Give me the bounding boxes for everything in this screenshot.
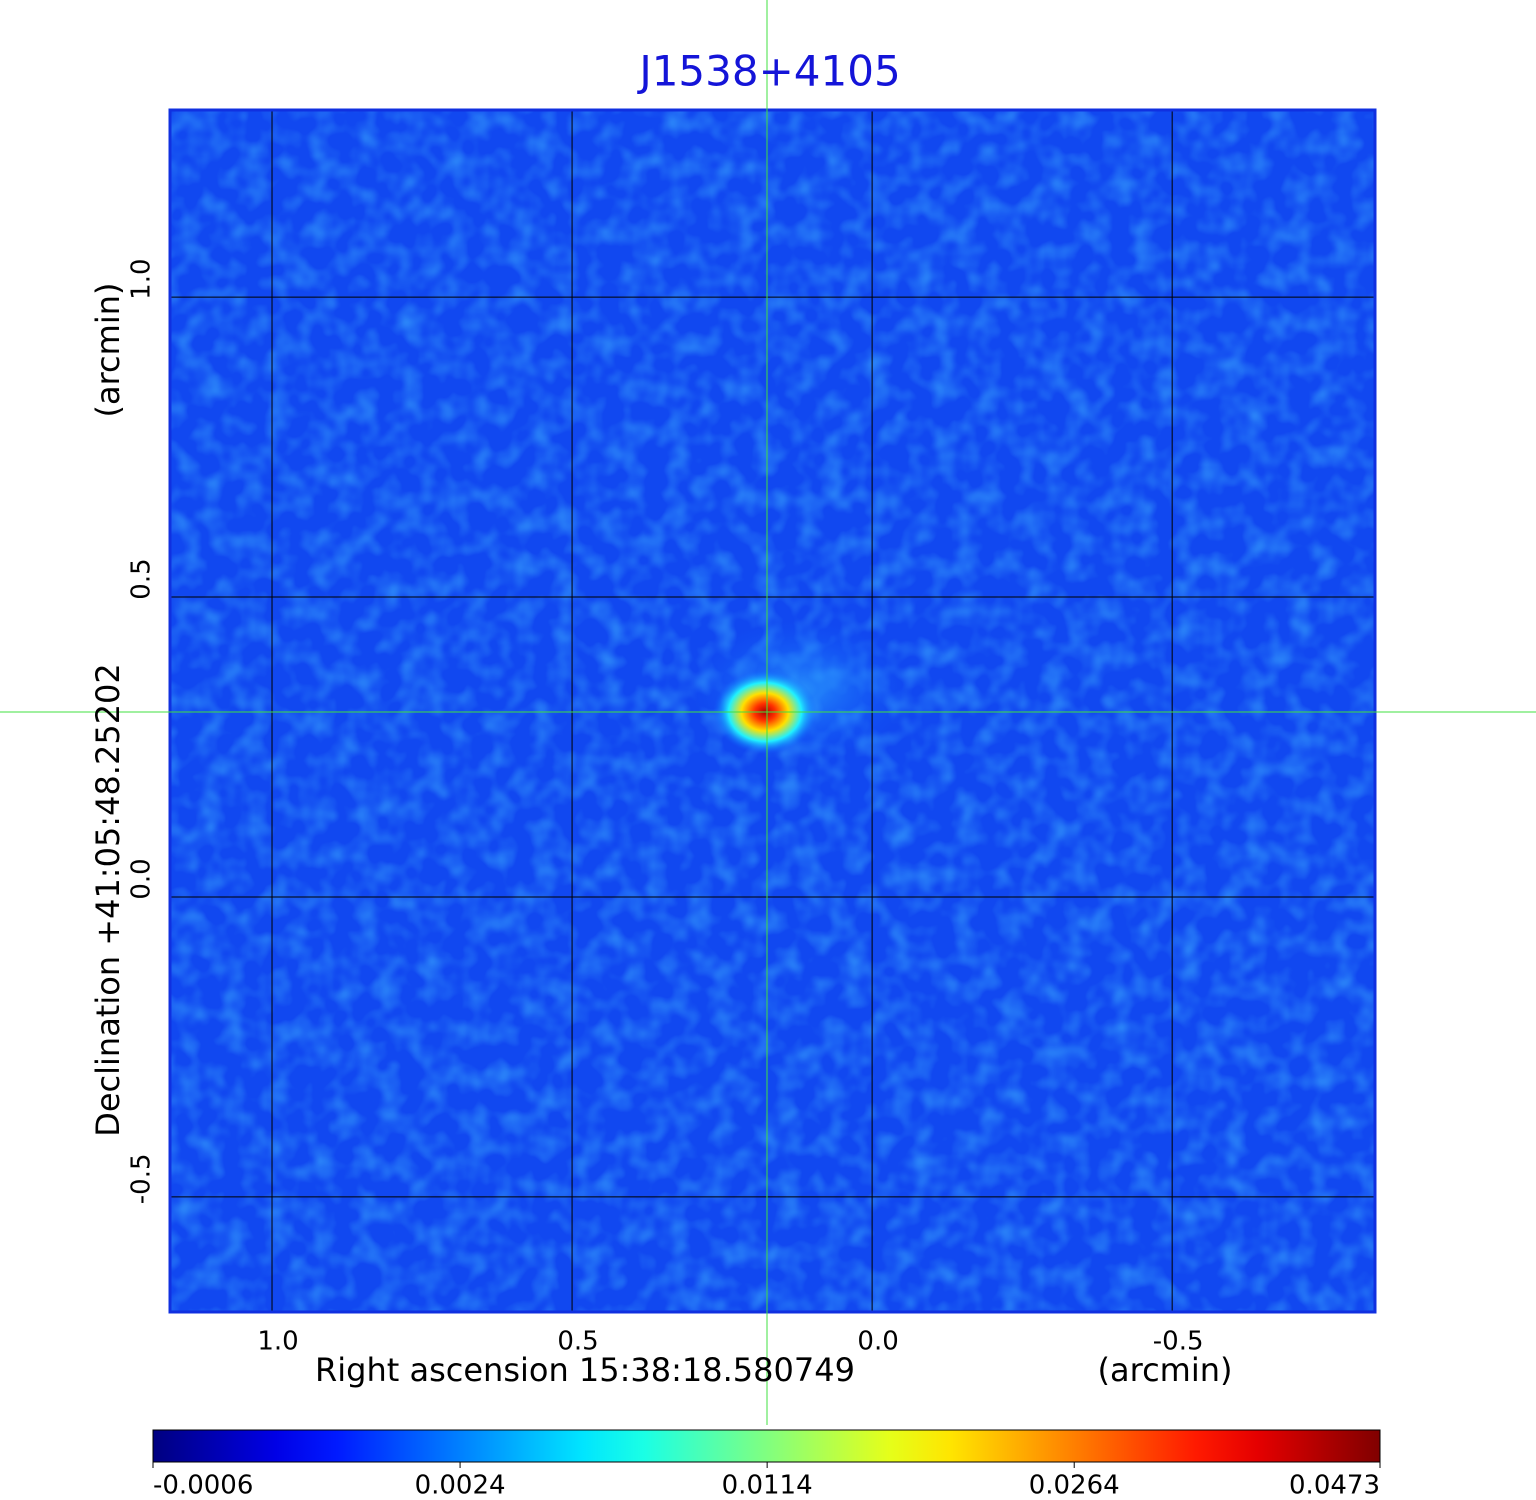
x-axis-unit: (arcmin) xyxy=(1098,1351,1233,1389)
image xyxy=(170,110,1375,1312)
y-tick-label: 0.0 xyxy=(127,858,157,899)
x-tick-label: 0.5 xyxy=(557,1327,598,1357)
colorbar-tick-label: 0.0264 xyxy=(1029,1471,1120,1500)
y-tick-label: -0.5 xyxy=(127,1153,157,1204)
x-axis-label: Right ascension 15:38:18.580749 xyxy=(315,1351,855,1389)
y-tick-label: 0.5 xyxy=(127,558,157,599)
x-tick-label: 1.0 xyxy=(257,1327,298,1357)
x-tick-label: -0.5 xyxy=(1153,1327,1204,1357)
y-tick-label: 1.0 xyxy=(127,258,157,299)
colorbar-tick-label: 0.0473 xyxy=(1289,1471,1380,1500)
y-axis-label: Declination +41:05:48.25202 xyxy=(89,663,127,1137)
colorbar xyxy=(152,1429,1381,1463)
chart-title: J1538+4105 xyxy=(636,47,900,96)
colorbar-tick-label: -0.0006 xyxy=(153,1471,253,1500)
colorbar-tick-label: 0.0114 xyxy=(722,1471,813,1500)
colorbar-tick-label: 0.0024 xyxy=(415,1471,506,1500)
grid xyxy=(170,110,1375,1312)
x-tick-label: 0.0 xyxy=(857,1327,898,1357)
y-axis-unit: (arcmin) xyxy=(89,283,127,418)
plot-frame xyxy=(168,108,1377,1314)
